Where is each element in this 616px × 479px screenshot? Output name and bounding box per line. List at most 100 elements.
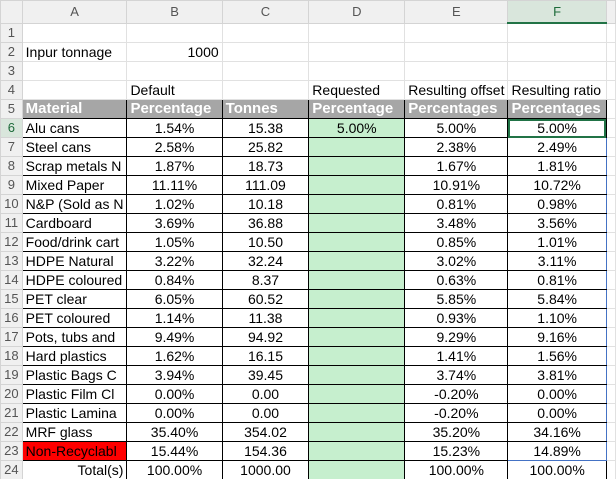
row-header-16[interactable]: 16 xyxy=(0,308,23,328)
row-header-22[interactable]: 22 xyxy=(0,422,23,442)
column-header-C[interactable]: C xyxy=(221,0,310,24)
default-tonnes[interactable]: 36.88 xyxy=(221,213,310,233)
default-percentage[interactable]: 6.05% xyxy=(126,289,223,309)
cell[interactable] xyxy=(507,61,607,81)
requested-percentage-input[interactable] xyxy=(308,251,406,271)
material-name[interactable]: Plastic Lamina xyxy=(21,403,128,423)
default-tonnes[interactable]: 18.73 xyxy=(221,156,310,176)
resulting-ratio[interactable]: 3.81% xyxy=(507,365,607,385)
default-tonnes[interactable]: 0.00 xyxy=(221,403,310,423)
resulting-ratio[interactable]: 9.16% xyxy=(507,327,607,347)
requested-percentage-input[interactable] xyxy=(308,422,406,442)
row-header-23[interactable]: 23 xyxy=(0,441,23,461)
resulting-ratio[interactable]: 1.01% xyxy=(507,232,607,252)
cell[interactable] xyxy=(507,42,607,62)
cell[interactable] xyxy=(605,422,616,442)
cell[interactable] xyxy=(605,42,616,62)
resulting-ratio[interactable]: 3.56% xyxy=(507,213,607,233)
cell[interactable] xyxy=(605,137,616,157)
material-name[interactable]: PET clear xyxy=(21,289,128,309)
row-header-21[interactable]: 21 xyxy=(0,403,23,423)
resulting-ratio[interactable]: 10.72% xyxy=(507,175,607,195)
default-percentage[interactable]: 1.87% xyxy=(126,156,223,176)
default-tonnes[interactable]: 0.00 xyxy=(221,384,310,404)
cell[interactable] xyxy=(605,403,616,423)
cell[interactable] xyxy=(507,22,607,43)
material-name[interactable]: Pots, tubs and xyxy=(21,327,128,347)
cell[interactable] xyxy=(605,99,616,119)
row-header-24[interactable]: 24 xyxy=(0,460,23,479)
row-header-7[interactable]: 7 xyxy=(0,137,23,157)
cell[interactable] xyxy=(605,22,616,43)
cell[interactable] xyxy=(605,80,616,100)
resulting-offset[interactable]: 2.38% xyxy=(404,137,509,157)
row-header-1[interactable]: 1 xyxy=(0,22,23,43)
material-name[interactable]: Plastic Film Cl xyxy=(21,384,128,404)
default-tonnes[interactable]: 39.45 xyxy=(221,365,310,385)
cell[interactable] xyxy=(21,80,128,100)
resulting-offset[interactable]: 3.48% xyxy=(404,213,509,233)
requested-percentage-input[interactable] xyxy=(308,175,406,195)
row-header-18[interactable]: 18 xyxy=(0,346,23,366)
select-all-corner[interactable] xyxy=(0,0,23,24)
resulting-offset[interactable]: 1.41% xyxy=(404,346,509,366)
column-header-D[interactable]: D xyxy=(308,0,406,24)
cell[interactable] xyxy=(605,460,616,479)
material-name[interactable]: PET coloured xyxy=(21,308,128,328)
cell[interactable] xyxy=(605,441,616,461)
resulting-ratio[interactable]: 3.11% xyxy=(507,251,607,271)
material-name[interactable]: N&P (Sold as N xyxy=(21,194,128,214)
material-name[interactable]: Hard plastics xyxy=(21,346,128,366)
requested-percentage-input[interactable] xyxy=(308,232,406,252)
resulting-ratio[interactable]: 1.81% xyxy=(507,156,607,176)
default-percentage[interactable]: 0.00% xyxy=(126,384,223,404)
cell[interactable] xyxy=(605,251,616,271)
default-percentage[interactable]: 3.94% xyxy=(126,365,223,385)
column-header-B[interactable]: B xyxy=(126,0,223,24)
row-header-14[interactable]: 14 xyxy=(0,270,23,290)
row-header-5[interactable]: 5 xyxy=(0,99,23,119)
default-tonnes[interactable]: 32.24 xyxy=(221,251,310,271)
cell[interactable] xyxy=(605,61,616,81)
cell[interactable] xyxy=(605,232,616,252)
row-header-20[interactable]: 20 xyxy=(0,384,23,404)
row-header-13[interactable]: 13 xyxy=(0,251,23,271)
row-header-17[interactable]: 17 xyxy=(0,327,23,347)
requested-percentage-input[interactable] xyxy=(308,460,406,479)
requested-percentage-input[interactable] xyxy=(308,346,406,366)
row-header-3[interactable]: 3 xyxy=(0,61,23,81)
row-header-9[interactable]: 9 xyxy=(0,175,23,195)
material-name[interactable]: Food/drink cart xyxy=(21,232,128,252)
cell[interactable] xyxy=(605,327,616,347)
cell[interactable] xyxy=(605,156,616,176)
row-header-6[interactable]: 6 xyxy=(0,118,23,138)
default-percentage[interactable]: 35.40% xyxy=(126,422,223,442)
resulting-ratio[interactable]: 0.81% xyxy=(507,270,607,290)
default-tonnes[interactable]: 25.82 xyxy=(221,137,310,157)
resulting-offset[interactable]: 100.00% xyxy=(404,460,509,479)
default-tonnes[interactable]: 1000.00 xyxy=(221,460,310,479)
row-header-12[interactable]: 12 xyxy=(0,232,23,252)
column-header-F[interactable]: F xyxy=(507,0,607,24)
cell[interactable] xyxy=(605,346,616,366)
row-header-10[interactable]: 10 xyxy=(0,194,23,214)
resulting-offset[interactable]: 1.67% xyxy=(404,156,509,176)
cell[interactable] xyxy=(605,194,616,214)
resulting-ratio[interactable]: 5.84% xyxy=(507,289,607,309)
cell[interactable] xyxy=(404,42,509,62)
resulting-offset[interactable]: -0.20% xyxy=(404,403,509,423)
cell[interactable] xyxy=(605,213,616,233)
default-tonnes[interactable]: 8.37 xyxy=(221,270,310,290)
cell[interactable] xyxy=(605,175,616,195)
requested-percentage-input[interactable] xyxy=(308,289,406,309)
row-header-15[interactable]: 15 xyxy=(0,289,23,309)
cell[interactable] xyxy=(221,22,310,43)
requested-percentage-input[interactable] xyxy=(308,327,406,347)
material-name[interactable]: Plastic Bags C xyxy=(21,365,128,385)
resulting-offset[interactable]: 0.93% xyxy=(404,308,509,328)
requested-percentage-input[interactable] xyxy=(308,270,406,290)
material-name[interactable]: MRF glass xyxy=(21,422,128,442)
default-tonnes[interactable]: 354.02 xyxy=(221,422,310,442)
input-tonnage-value[interactable]: 1000 xyxy=(126,42,223,62)
material-name[interactable]: Mixed Paper xyxy=(21,175,128,195)
